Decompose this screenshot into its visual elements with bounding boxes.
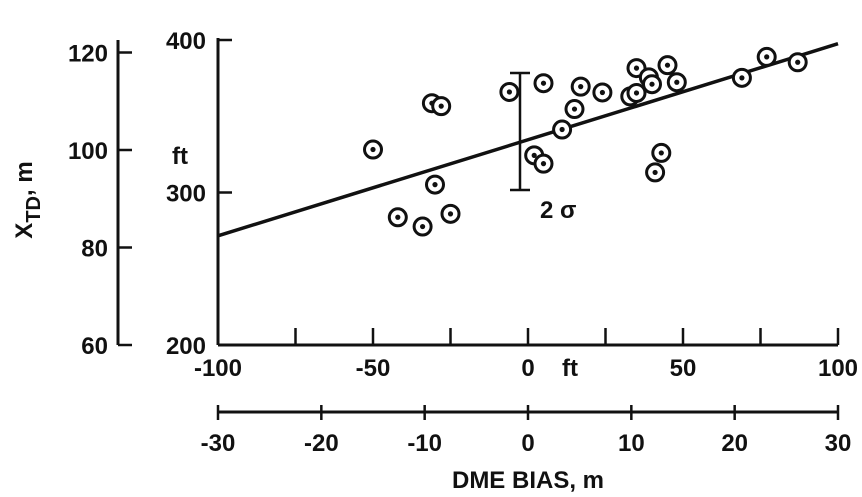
data-point (756, 46, 777, 67)
data-point (499, 81, 520, 102)
x-tick-label-ft: 100 (818, 355, 858, 382)
y-tick-label-ft: 200 (166, 333, 206, 360)
data-point (425, 174, 445, 195)
data-point (731, 67, 752, 88)
y-tick-label-ft: 300 (166, 181, 206, 208)
x-unit-ft: ft (562, 355, 578, 382)
y-tick-label-ft: 400 (166, 28, 206, 55)
data-point (666, 72, 687, 93)
data-point (431, 96, 452, 117)
data-point (657, 55, 678, 76)
data-point (387, 207, 408, 228)
x-tick-label-m: 10 (618, 430, 645, 457)
x-tick-label-ft: 50 (670, 355, 697, 382)
error-bar-label: 2 σ (540, 197, 576, 224)
y-tick-label-m: 80 (81, 236, 108, 263)
data-point (645, 162, 666, 183)
x-tick-label-m: 30 (825, 430, 852, 457)
data-point (787, 52, 808, 73)
ticks (118, 38, 840, 420)
x-tick-label-m: -10 (407, 430, 442, 457)
data-point (592, 82, 613, 103)
data-point (533, 153, 554, 174)
x-tick-label-m: 0 (521, 430, 534, 457)
y-axis-label: XTD, m (11, 161, 45, 238)
x-tick-label-m: -30 (201, 430, 236, 457)
data-point (626, 82, 647, 103)
data-point (533, 73, 554, 94)
x-tick-label-m: -20 (304, 430, 339, 457)
error-bar: 2 σ (510, 71, 576, 224)
data-point (564, 99, 585, 120)
x-tick-label-ft: -50 (356, 355, 391, 382)
data-point (552, 119, 573, 140)
y-tick-label-m: 100 (68, 138, 108, 165)
x-tick-label-ft: 0 (521, 355, 534, 382)
data-point (642, 74, 662, 95)
data-point (651, 142, 672, 163)
y-tick-label-m: 120 (68, 41, 108, 68)
data-point (440, 203, 461, 224)
data-point (570, 76, 591, 97)
x-axis-label: DME BIAS, m (452, 467, 604, 494)
y-tick-label-m: 60 (81, 333, 108, 360)
x-tick-label-m: 20 (721, 430, 748, 457)
data-point (363, 139, 383, 160)
y-unit-ft: ft (172, 143, 188, 170)
data-point (412, 216, 433, 237)
x-tick-label-ft: -100 (194, 355, 242, 382)
data-points (363, 46, 808, 237)
